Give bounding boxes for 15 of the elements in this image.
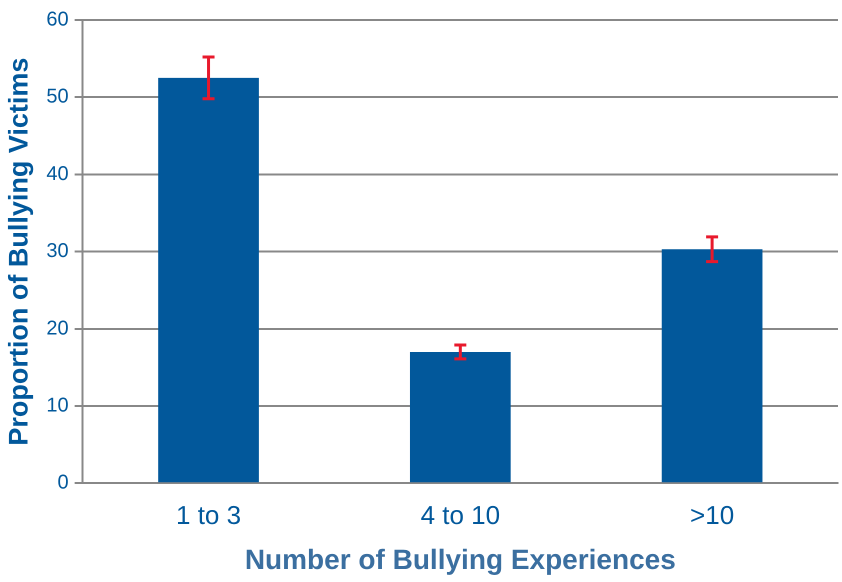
- x-tick-label: 4 to 10: [420, 500, 500, 530]
- y-tick-label: 20: [46, 317, 69, 340]
- x-axis-title: Number of Bullying Experiences: [244, 544, 676, 575]
- y-tick-label: 60: [46, 8, 69, 31]
- y-tick-label: 50: [46, 86, 69, 108]
- y-tick-label: 40: [46, 162, 69, 185]
- y-tick-label: 0: [58, 472, 69, 494]
- bar: [410, 352, 511, 482]
- y-tick-label: 30: [46, 240, 69, 262]
- y-tick-label: 10: [46, 394, 69, 417]
- y-axis-title: Proportion of Bullying Victims: [4, 58, 34, 446]
- bar: [662, 249, 762, 482]
- bar: [158, 78, 259, 482]
- x-tick-label: >10: [690, 500, 734, 530]
- x-tick-label: 1 to 3: [176, 500, 242, 530]
